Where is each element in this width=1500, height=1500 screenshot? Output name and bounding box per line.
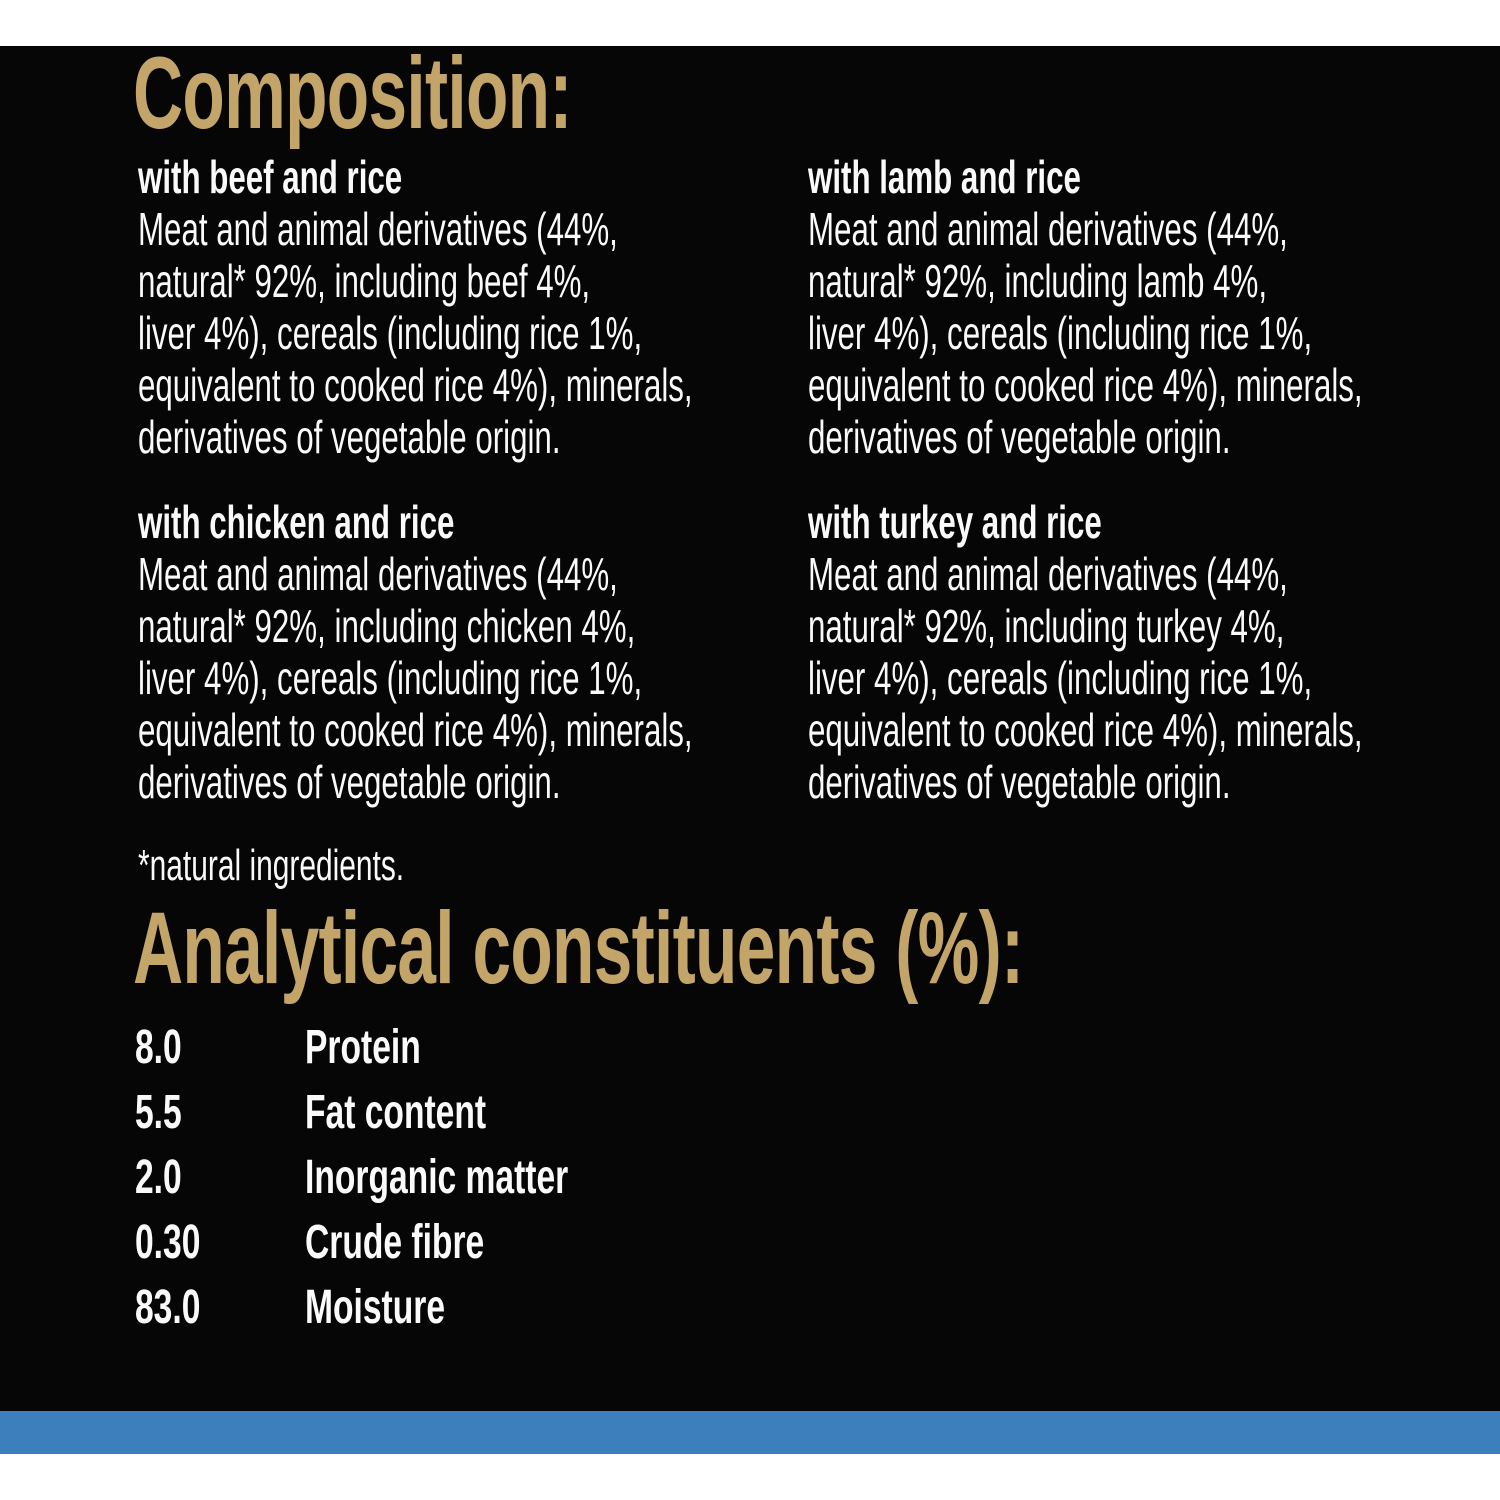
variant-heading-beef: with beef and rice — [138, 151, 403, 203]
analytical-value: 2.0 — [135, 1151, 182, 1204]
variant-ingredients-turkey: Meat and animal derivatives (44%, natura… — [808, 548, 1363, 808]
analytical-row-protein: 8.0 Protein — [135, 1015, 681, 1080]
composition-block-chicken: with chicken and rice Meat and animal de… — [138, 496, 791, 808]
variant-ingredients-chicken: Meat and animal derivatives (44%, natura… — [138, 548, 693, 808]
composition-block-turkey: with turkey and rice Meat and animal der… — [808, 496, 1461, 808]
composition-title: Composition: — [133, 36, 572, 150]
analytical-value: 0.30 — [135, 1216, 201, 1269]
analytical-value: 8.0 — [135, 1021, 182, 1074]
composition-block-lamb: with lamb and rice Meat and animal deriv… — [808, 151, 1461, 463]
analytical-row-inorganic: 2.0 Inorganic matter — [135, 1145, 681, 1210]
variant-heading-chicken: with chicken and rice — [138, 496, 455, 548]
variant-heading-lamb: with lamb and rice — [808, 151, 1081, 203]
top-white-band — [0, 0, 1500, 46]
analytical-value: 5.5 — [135, 1086, 182, 1139]
composition-blocks: with beef and rice Meat and animal deriv… — [138, 151, 1428, 808]
variant-heading-turkey: with turkey and rice — [808, 496, 1102, 548]
bottom-blue-bar — [0, 1411, 1500, 1454]
natural-ingredients-footnote: *natural ingredients. — [138, 841, 405, 890]
bottom-white-band — [0, 1454, 1500, 1500]
analytical-label: Fat content — [305, 1086, 487, 1139]
analytical-row-fat: 5.5 Fat content — [135, 1080, 681, 1145]
analytical-row-moisture: 83.0 Moisture — [135, 1275, 681, 1340]
analytical-label: Crude fibre — [305, 1216, 485, 1269]
composition-block-beef: with beef and rice Meat and animal deriv… — [138, 151, 791, 463]
analytical-label: Protein — [305, 1021, 421, 1074]
analytical-title: Analytical constituents (%): — [133, 891, 1024, 1005]
analytical-label: Moisture — [305, 1281, 446, 1334]
analytical-row-fibre: 0.30 Crude fibre — [135, 1210, 681, 1275]
analytical-value: 83.0 — [135, 1281, 201, 1334]
analytical-label: Inorganic matter — [305, 1151, 569, 1204]
variant-ingredients-lamb: Meat and animal derivatives (44%, natura… — [808, 203, 1363, 463]
variant-ingredients-beef: Meat and animal derivatives (44%, natura… — [138, 203, 693, 463]
analytical-table: 8.0 Protein 5.5 Fat content 2.0 Inorgani… — [135, 1015, 681, 1340]
